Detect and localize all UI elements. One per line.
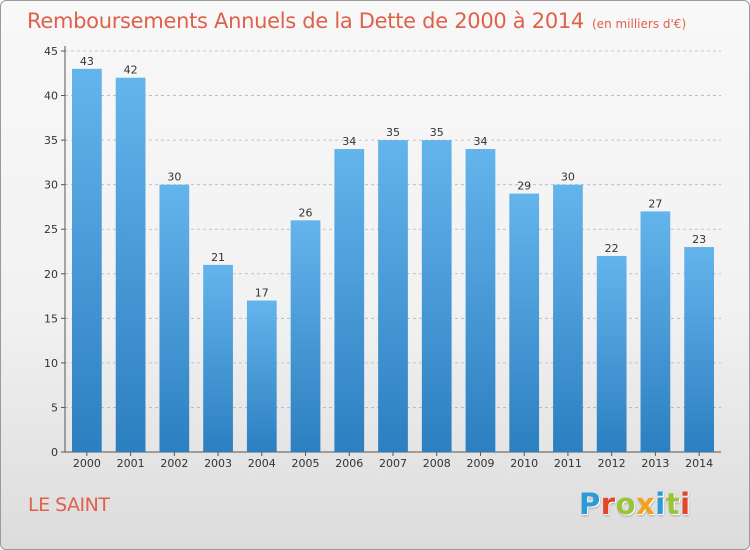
x-tick-label-2007: 2007 — [379, 457, 407, 470]
y-tick-label: 30 — [44, 179, 58, 192]
y-tick-label: 20 — [44, 268, 58, 281]
logo-letter: i — [680, 487, 691, 521]
y-tick-label: 15 — [44, 312, 58, 325]
y-tick-label: 5 — [51, 401, 58, 414]
data-label-2010: 29 — [517, 180, 531, 193]
data-labels: 43 42 30 21 17 26 34 35 35 34 29 30 22 27 23 — [80, 55, 706, 300]
bar-2010 — [509, 193, 540, 453]
bar-2001 — [115, 77, 146, 452]
logo-letter: o — [615, 487, 637, 521]
y-tick-label: 25 — [44, 223, 58, 236]
logo-letter: t — [665, 487, 681, 521]
x-tick-label-2004: 2004 — [248, 457, 276, 470]
x-tick-label-2005: 2005 — [292, 457, 320, 470]
x-tick-label-2014: 2014 — [685, 457, 713, 470]
x-tick-label-2000: 2000 — [73, 457, 101, 470]
x-tick-label-2002: 2002 — [160, 457, 188, 470]
data-label-2006: 34 — [342, 135, 356, 148]
y-tick-label: 40 — [44, 90, 58, 103]
data-label-2004: 17 — [255, 287, 269, 300]
x-tick-label-2013: 2013 — [641, 457, 669, 470]
bar-2002 — [159, 184, 190, 452]
data-label-2005: 26 — [299, 206, 313, 219]
data-label-2011: 30 — [561, 171, 575, 184]
x-tick-label-2012: 2012 — [598, 457, 626, 470]
x-tick-label-2010: 2010 — [510, 457, 538, 470]
proxiti-logo: Proxiti — [579, 487, 691, 521]
bar-2003 — [203, 264, 233, 452]
data-label-2013: 27 — [648, 197, 662, 210]
bar-2000 — [71, 68, 102, 453]
place-name: LE SAINT — [28, 494, 110, 516]
bar-2006 — [334, 149, 365, 452]
bars — [71, 68, 715, 453]
logo-letter: P — [579, 487, 601, 521]
x-tick-label-2011: 2011 — [554, 457, 582, 470]
bar-2009 — [465, 149, 496, 452]
x-tick-label-2001: 2001 — [117, 457, 145, 470]
tick-labels: 0 5 10 15 20 25 30 35 40 45 2000 2001 2002 2003 2004 20… — [44, 45, 713, 470]
logo-letter: i — [655, 487, 666, 521]
unit-note: (en milliers d'€) — [592, 17, 687, 31]
data-label-2002: 30 — [167, 171, 181, 184]
logo-letter: x — [636, 487, 656, 521]
bar-2005 — [290, 220, 321, 452]
y-tick-label: 35 — [44, 134, 58, 147]
chart-title: Remboursements Annuels de la Dette de 20… — [27, 9, 686, 33]
bar-2014 — [684, 247, 715, 452]
data-label-2001: 42 — [124, 64, 138, 77]
data-label-2012: 22 — [605, 242, 619, 255]
data-label-2008: 35 — [430, 126, 444, 139]
bar-2013 — [640, 211, 671, 452]
data-label-2003: 21 — [211, 251, 225, 264]
bar-2007 — [378, 140, 408, 452]
x-tick-label-2008: 2008 — [423, 457, 451, 470]
data-label-2014: 23 — [692, 233, 706, 246]
x-tick-label-2009: 2009 — [466, 457, 494, 470]
x-tick-label-2006: 2006 — [335, 457, 363, 470]
logo-letter: r — [600, 487, 616, 521]
data-label-2000: 43 — [80, 55, 94, 68]
y-tick-label: 10 — [44, 357, 58, 370]
data-label-2007: 35 — [386, 126, 400, 139]
chart-title-text: Remboursements Annuels de la Dette de 20… — [27, 9, 584, 33]
y-tick-label: 0 — [51, 446, 58, 459]
bar-2004 — [246, 300, 277, 452]
data-label-2009: 34 — [473, 135, 487, 148]
bar-2011 — [553, 184, 583, 452]
bar-2008 — [421, 140, 452, 452]
y-tick-label: 45 — [44, 45, 58, 58]
bar-chart: 43 42 30 21 17 26 34 35 35 34 29 30 22 27 23 0 5 10 15 20 2… — [44, 45, 721, 470]
x-tick-label-2003: 2003 — [204, 457, 232, 470]
bar-2012 — [596, 255, 627, 452]
